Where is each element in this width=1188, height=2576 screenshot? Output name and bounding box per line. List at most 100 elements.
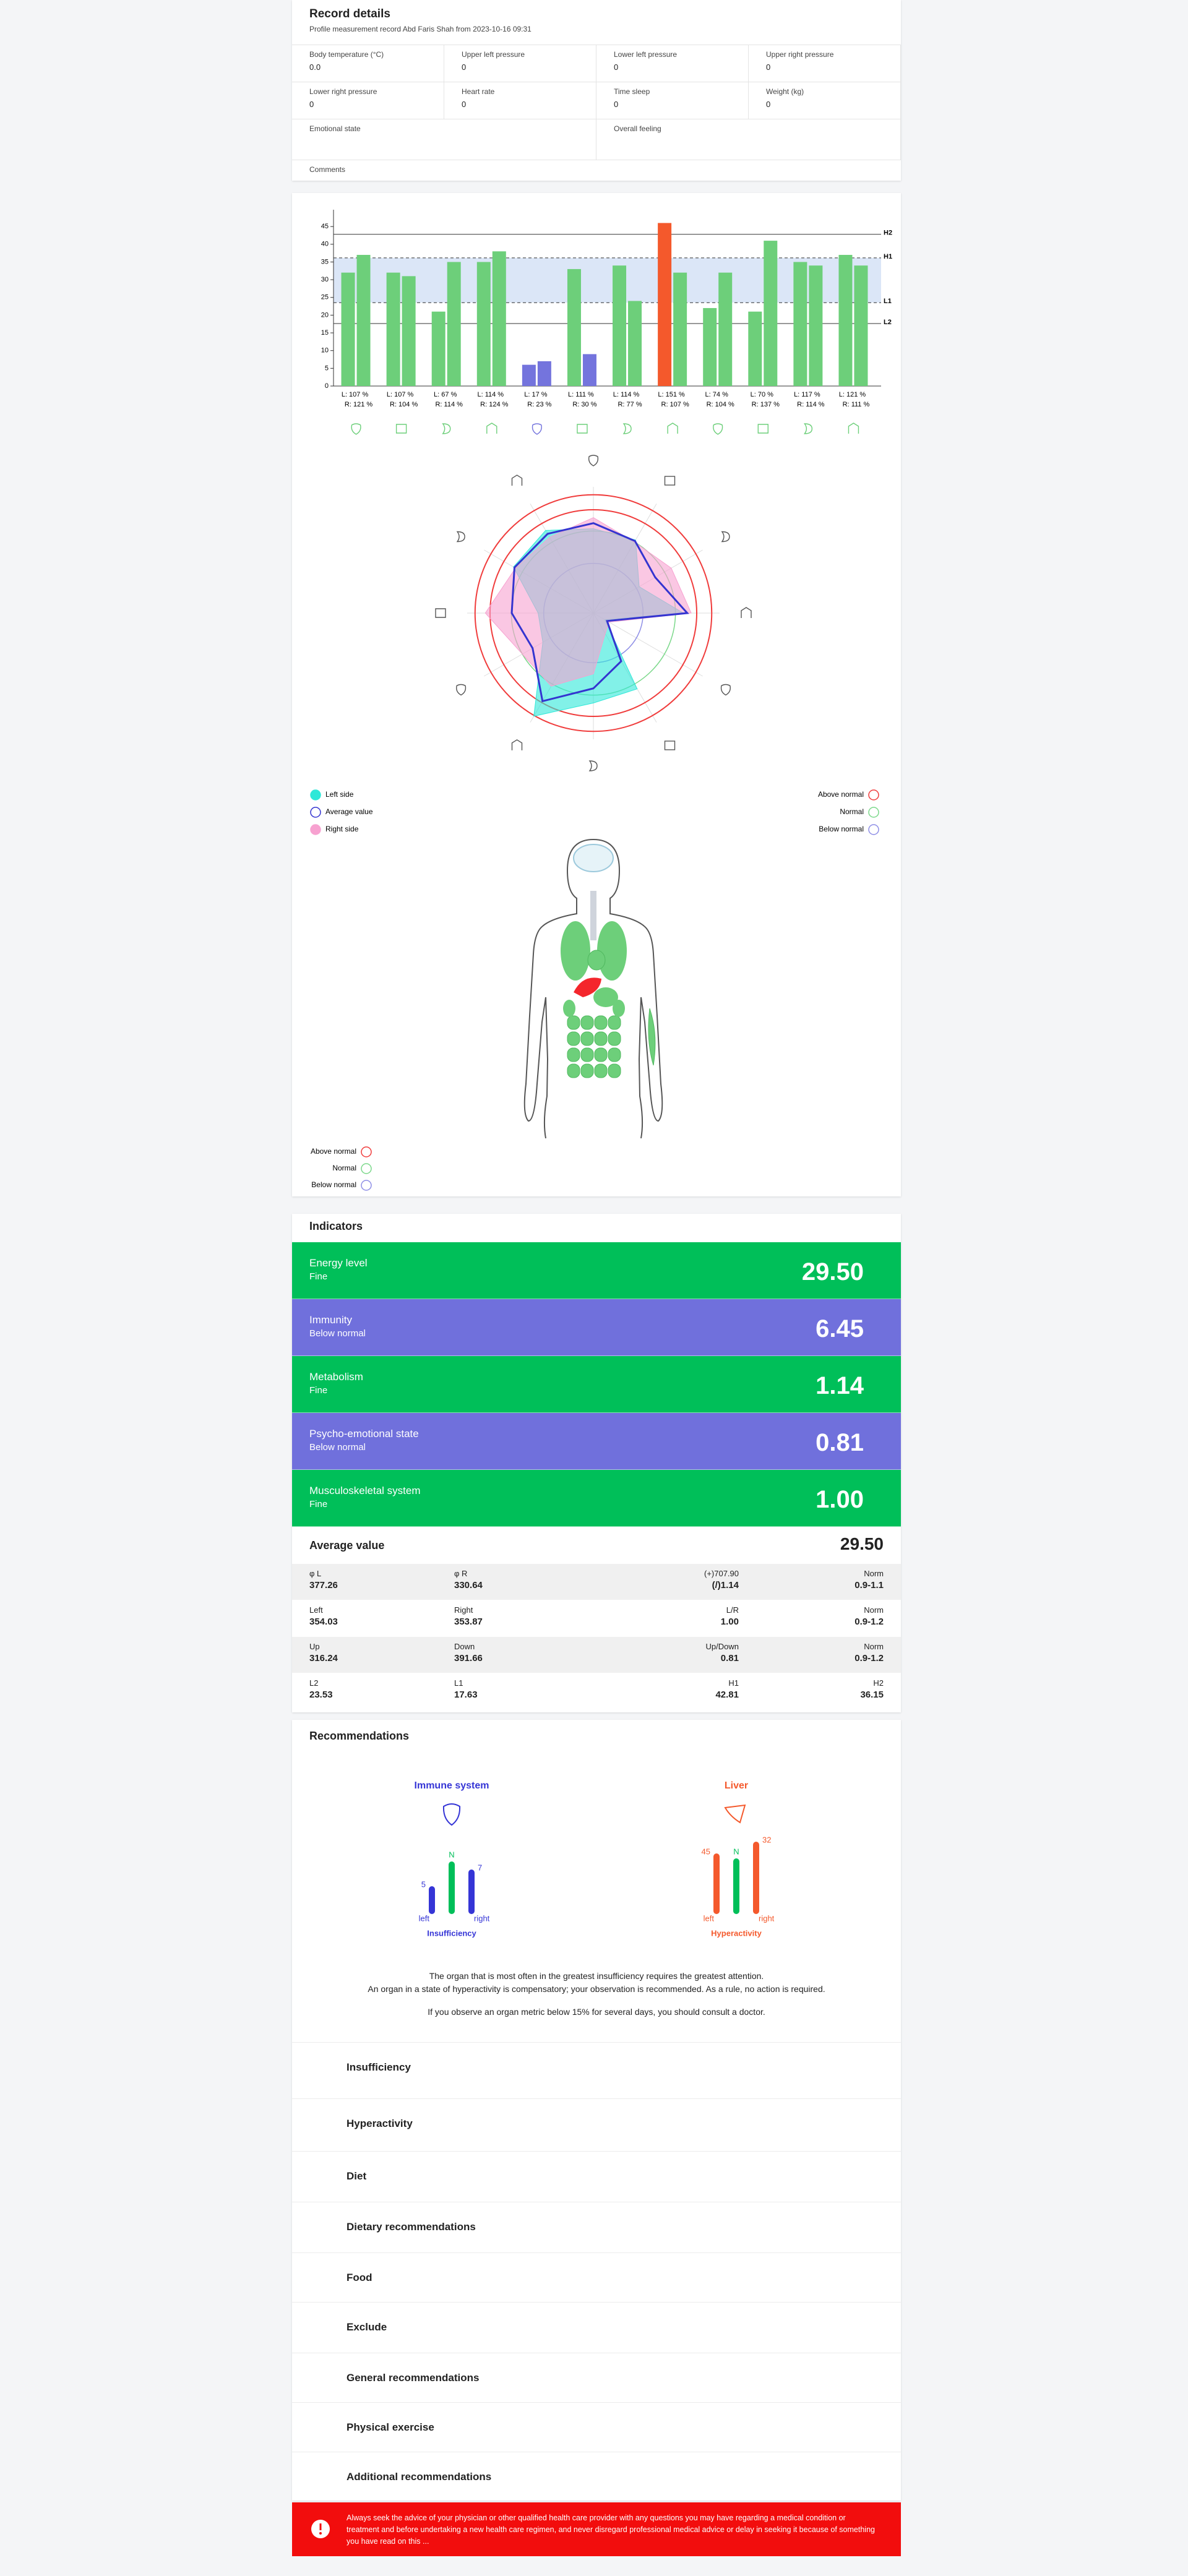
accordion-row[interactable]: Hyperactivity xyxy=(292,2098,901,2149)
cell-label: φ L xyxy=(309,1569,322,1578)
note: An organ in a state of hyperactivity is … xyxy=(368,1984,825,1994)
legend-label: Below normal xyxy=(819,825,864,833)
icon-shape xyxy=(720,684,731,696)
record-field: Upper left pressure 0 xyxy=(444,45,596,82)
indicator-value: 1.14 xyxy=(816,1372,864,1399)
section-title: Diet xyxy=(346,2170,367,2182)
charts-card: H2 H1 L1 L2 0 5 10 15 20 25 30 35 40 45 L: 107 % R: 121… xyxy=(292,193,901,1196)
section-title: General recommendations xyxy=(346,2372,480,2384)
intestine xyxy=(594,1063,608,1078)
icon-shape xyxy=(664,741,676,750)
bar xyxy=(431,311,446,386)
heart xyxy=(587,950,606,971)
organ-icon xyxy=(757,424,768,434)
mini-bar xyxy=(753,1842,759,1914)
section-title: Insufficiency xyxy=(346,2061,411,2073)
accordion-row[interactable]: Dietary recommendations xyxy=(292,2202,901,2252)
organ-icon xyxy=(511,474,523,486)
y-tick-label: 10 xyxy=(321,347,329,354)
bar-label: N xyxy=(733,1847,739,1856)
section-title: Physical exercise xyxy=(346,2421,434,2433)
accordion-row[interactable]: Food xyxy=(292,2252,901,2303)
trachea xyxy=(590,891,596,940)
y-tick-label: 25 xyxy=(321,294,329,301)
x-tick-label: L: 107 % xyxy=(387,391,414,398)
bar xyxy=(492,251,506,386)
x-tick-label: R: 77 % xyxy=(618,401,642,408)
cell-label: Norm xyxy=(864,1569,884,1578)
icon-shape xyxy=(395,424,407,434)
cell-label: Norm xyxy=(864,1605,884,1615)
accordion-row[interactable]: Diet xyxy=(292,2151,901,2201)
average-label: Average value xyxy=(309,1539,385,1552)
table-cell: L2 23.53 xyxy=(309,1678,333,1700)
bar xyxy=(402,276,416,386)
average-value: 29.50 xyxy=(840,1534,884,1553)
accordion-row[interactable]: General recommendations xyxy=(292,2353,901,2403)
indicators-title: Indicators xyxy=(309,1220,363,1232)
table-cell: L1 17.63 xyxy=(454,1678,478,1700)
indicator-value: 29.50 xyxy=(801,1258,864,1286)
intestine xyxy=(608,1031,621,1046)
x-tick-label: R: 30 % xyxy=(572,401,596,408)
intestine xyxy=(567,1047,580,1062)
bar xyxy=(673,272,687,386)
cell-value: 1.00 xyxy=(720,1616,739,1627)
cell-label: Norm xyxy=(864,1642,884,1651)
table-cell: H1 42.81 xyxy=(715,1678,739,1700)
intestine xyxy=(567,1015,580,1030)
indicator-row[interactable]: Energy level Fine 29.50 xyxy=(292,1242,901,1299)
x-tick-label: L: 17 % xyxy=(524,391,548,398)
organ-icon xyxy=(532,423,542,435)
icon-shape xyxy=(721,531,730,543)
cell-value: 0.9-1.2 xyxy=(854,1616,884,1627)
icon-shape xyxy=(713,423,723,435)
indicator-row[interactable]: Metabolism Fine 1.14 xyxy=(292,1356,901,1413)
accordion-row[interactable]: Physical exercise xyxy=(292,2402,901,2452)
bar xyxy=(356,255,371,386)
accordion-row[interactable]: Additional recommendations xyxy=(292,2452,901,2501)
cell-label: (+)707.90 xyxy=(704,1569,739,1578)
mini-bar xyxy=(449,1861,455,1914)
cell-value: 391.66 xyxy=(454,1653,483,1664)
bar xyxy=(718,272,733,386)
body-outline xyxy=(593,839,663,1139)
accordion-row[interactable]: Insufficiency xyxy=(292,2042,901,2092)
liver xyxy=(574,977,601,997)
y-tick-label: 30 xyxy=(321,276,329,283)
bar xyxy=(658,223,672,386)
bar-label: 45 xyxy=(702,1847,710,1856)
indicator-row[interactable]: Immunity Below normal 6.45 xyxy=(292,1299,901,1356)
x-tick-label: L: 74 % xyxy=(705,391,729,398)
accordion-row[interactable]: Exclude xyxy=(292,2302,901,2352)
organ-panels: Immune system 5 N 7 left right Insufficiency Li… xyxy=(415,1780,775,1938)
x-tick-label: L: 114 % xyxy=(477,391,504,398)
indicator-row[interactable]: Musculoskeletal system Fine 1.00 xyxy=(292,1470,901,1527)
cell-label: φ R xyxy=(454,1569,468,1578)
field-value: 0 xyxy=(309,100,314,109)
record-field: Overall feeling xyxy=(596,119,901,160)
indicator-row[interactable]: Psycho-emotional state Below normal 0.81 xyxy=(292,1413,901,1470)
x-tick-label: R: 114 % xyxy=(797,401,825,408)
record-field: Heart rate 0 xyxy=(444,82,596,119)
table-cell: Left 354.03 xyxy=(309,1605,338,1627)
bar-label: N xyxy=(449,1850,454,1859)
organ-icon xyxy=(577,424,588,434)
organ-state: Insufficiency xyxy=(427,1928,476,1938)
organ-icon xyxy=(741,607,752,618)
table-cell: Up/Down 0.81 xyxy=(706,1642,739,1664)
bar-label: 7 xyxy=(478,1863,482,1872)
cell-label: Up/Down xyxy=(705,1642,739,1651)
x-tick-label: L: 151 % xyxy=(658,391,685,398)
cell-label: Down xyxy=(454,1642,475,1651)
organ-icon xyxy=(588,760,598,771)
record-subtitle: Profile measurement record Abd Faris Sha… xyxy=(309,25,532,33)
legend-swatch xyxy=(310,807,321,818)
x-tick-label: L: 111 % xyxy=(568,391,594,398)
x-tick-label: L: 117 % xyxy=(794,391,820,398)
record-field: Weight (kg) 0 xyxy=(749,82,901,119)
field-label: Heart rate xyxy=(462,87,495,96)
bar xyxy=(613,265,627,386)
field-value: 0 xyxy=(766,100,771,109)
